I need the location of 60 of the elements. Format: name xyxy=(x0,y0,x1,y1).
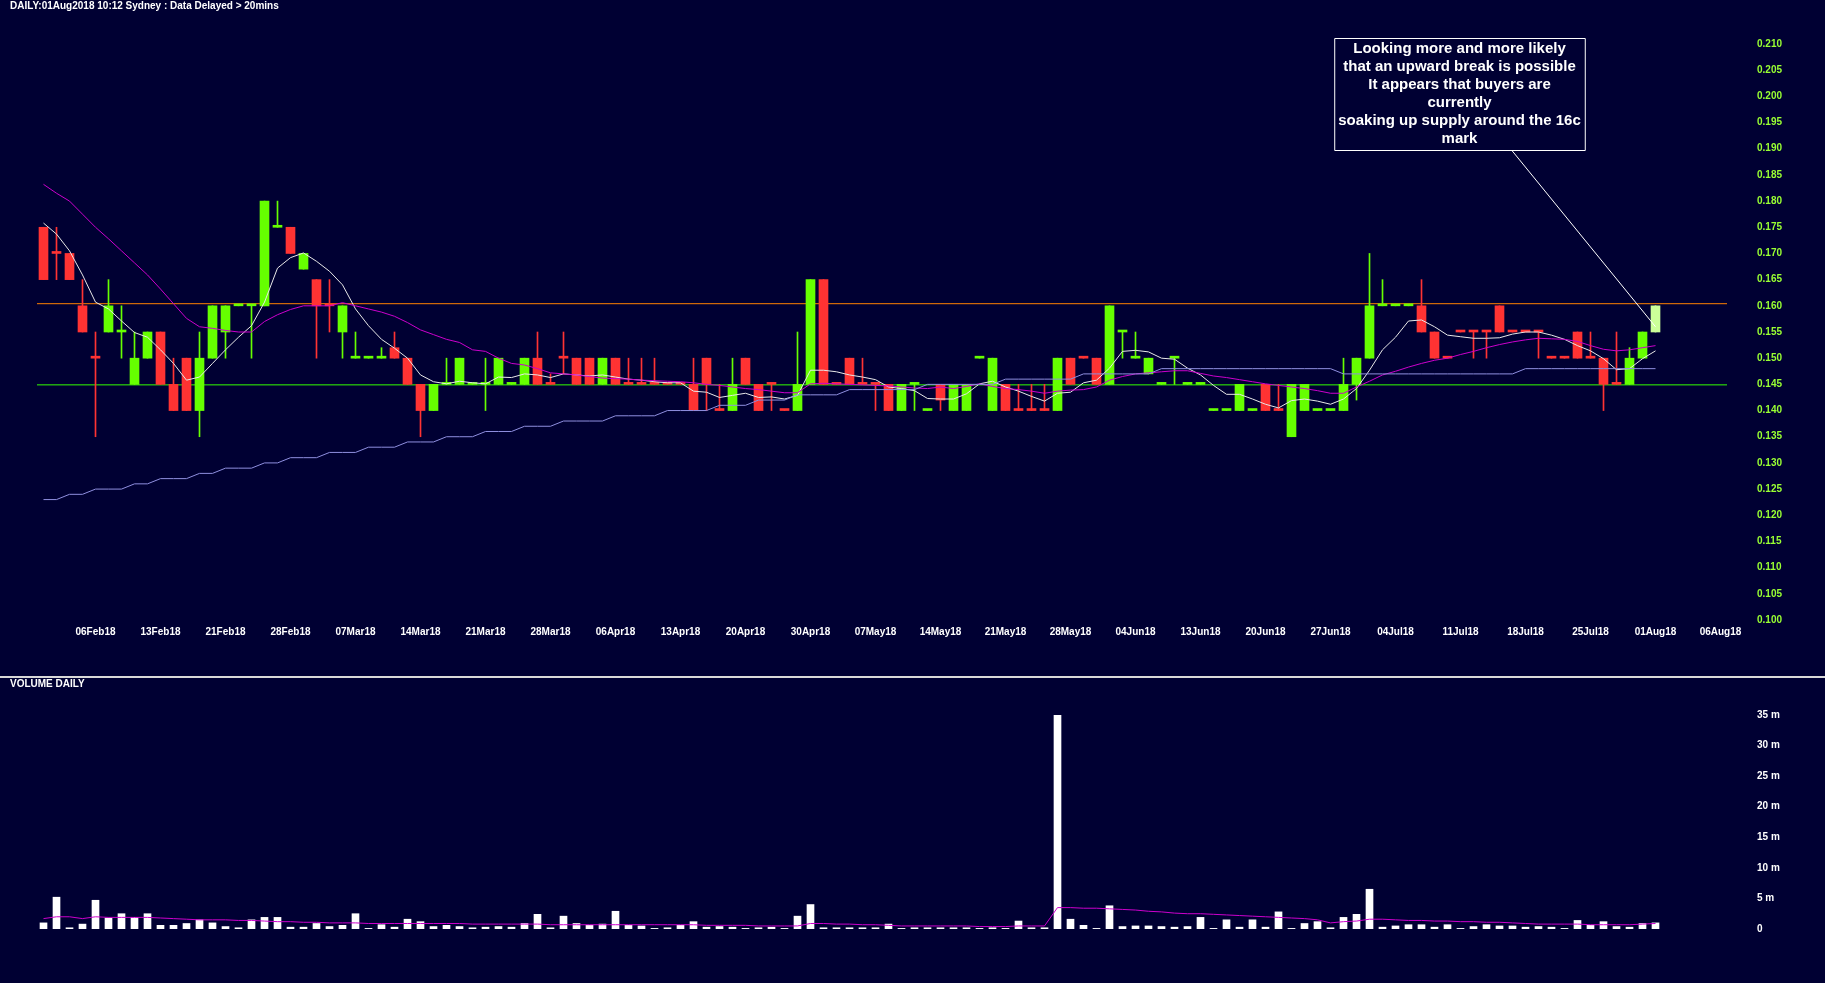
y-tick-label: 0.120 xyxy=(1757,509,1783,521)
y-tick-label: 0.175 xyxy=(1757,221,1783,233)
x-tick-label: 07May18 xyxy=(854,625,897,637)
x-tick-label: 13Apr18 xyxy=(660,625,701,637)
x-tick-label: 21Feb18 xyxy=(205,625,246,637)
x-tick-label: 14May18 xyxy=(919,625,962,637)
y-tick-label: 0.165 xyxy=(1757,273,1783,285)
y-tick-label: 0.150 xyxy=(1757,351,1783,363)
y-tick-label: 0.170 xyxy=(1757,247,1783,259)
y-tick-label: 0.125 xyxy=(1757,482,1783,494)
y-tick-label: 0.140 xyxy=(1757,404,1783,416)
y-tick-label: 0.130 xyxy=(1757,456,1783,468)
y-tick-label: 0.160 xyxy=(1757,299,1783,311)
x-tick-label: 14Mar18 xyxy=(400,625,441,637)
x-tick-label: 18Jul18 xyxy=(1507,625,1545,637)
y-tick-label: 5 m xyxy=(1757,892,1775,904)
y-tick-label: 0.205 xyxy=(1757,63,1783,75)
x-tick-label: 04Jul18 xyxy=(1377,625,1415,637)
y-tick-label: 20 m xyxy=(1757,800,1780,812)
y-tick-label: 0.135 xyxy=(1757,430,1783,442)
chart-title: VOLUME DAILY xyxy=(10,678,85,689)
x-tick-label: 20Jun18 xyxy=(1245,625,1286,637)
x-tick-label: 06Feb18 xyxy=(75,625,116,637)
x-tick-label: 06Apr18 xyxy=(595,625,636,637)
x-tick-label: 01Aug18 xyxy=(1634,625,1677,637)
y-tick-label: 0.100 xyxy=(1757,613,1783,625)
x-tick-label: 25Jul18 xyxy=(1572,625,1610,637)
y-tick-label: 15 m xyxy=(1757,831,1780,843)
x-tick-label: 06Aug18 xyxy=(1699,625,1742,637)
x-tick-label: 21Mar18 xyxy=(465,625,506,637)
annotation: Looking more and more likely that an upward break is possible It appears that buyers are currently soaking up supply around the 16c mark xyxy=(1338,38,1581,146)
y-tick-label: 0.115 xyxy=(1757,535,1782,547)
y-tick-label: 0.145 xyxy=(1757,378,1783,390)
y-tick-label: 0.105 xyxy=(1757,587,1783,599)
chart-title: DAILY:01Aug2018 10:12 Sydney : Data Delayed > 20mins xyxy=(10,0,279,11)
y-tick-label: 0.210 xyxy=(1757,37,1783,49)
x-tick-label: 04Jun18 xyxy=(1115,625,1156,637)
x-tick-label: 28Feb18 xyxy=(270,625,311,637)
x-tick-label: 20Apr18 xyxy=(725,625,766,637)
x-tick-label: 13Feb18 xyxy=(140,625,181,637)
y-tick-label: 25 m xyxy=(1757,769,1780,781)
y-tick-label: 30 m xyxy=(1757,739,1780,751)
y-tick-label: 0.190 xyxy=(1757,142,1783,154)
y-tick-label: 0.185 xyxy=(1757,168,1783,180)
y-tick-label: 0.200 xyxy=(1757,90,1783,102)
y-tick-label: 0.195 xyxy=(1757,116,1783,128)
x-tick-label: 21May18 xyxy=(984,625,1027,637)
y-tick-label: 35 m xyxy=(1757,708,1780,720)
y-tick-label: 0.155 xyxy=(1757,325,1783,337)
x-tick-label: 27Jun18 xyxy=(1310,625,1351,637)
y-tick-label: 0 xyxy=(1757,922,1763,934)
x-tick-label: 28May18 xyxy=(1049,625,1092,637)
y-tick-label: 0.180 xyxy=(1757,194,1783,206)
y-tick-label: 10 m xyxy=(1757,861,1780,873)
x-tick-label: 30Apr18 xyxy=(790,625,831,637)
x-tick-label: 13Jun18 xyxy=(1180,625,1221,637)
x-tick-label: 07Mar18 xyxy=(335,625,376,637)
y-tick-label: 0.110 xyxy=(1757,561,1782,573)
x-tick-label: 28Mar18 xyxy=(530,625,571,637)
x-tick-label: 11Jul18 xyxy=(1442,625,1479,637)
